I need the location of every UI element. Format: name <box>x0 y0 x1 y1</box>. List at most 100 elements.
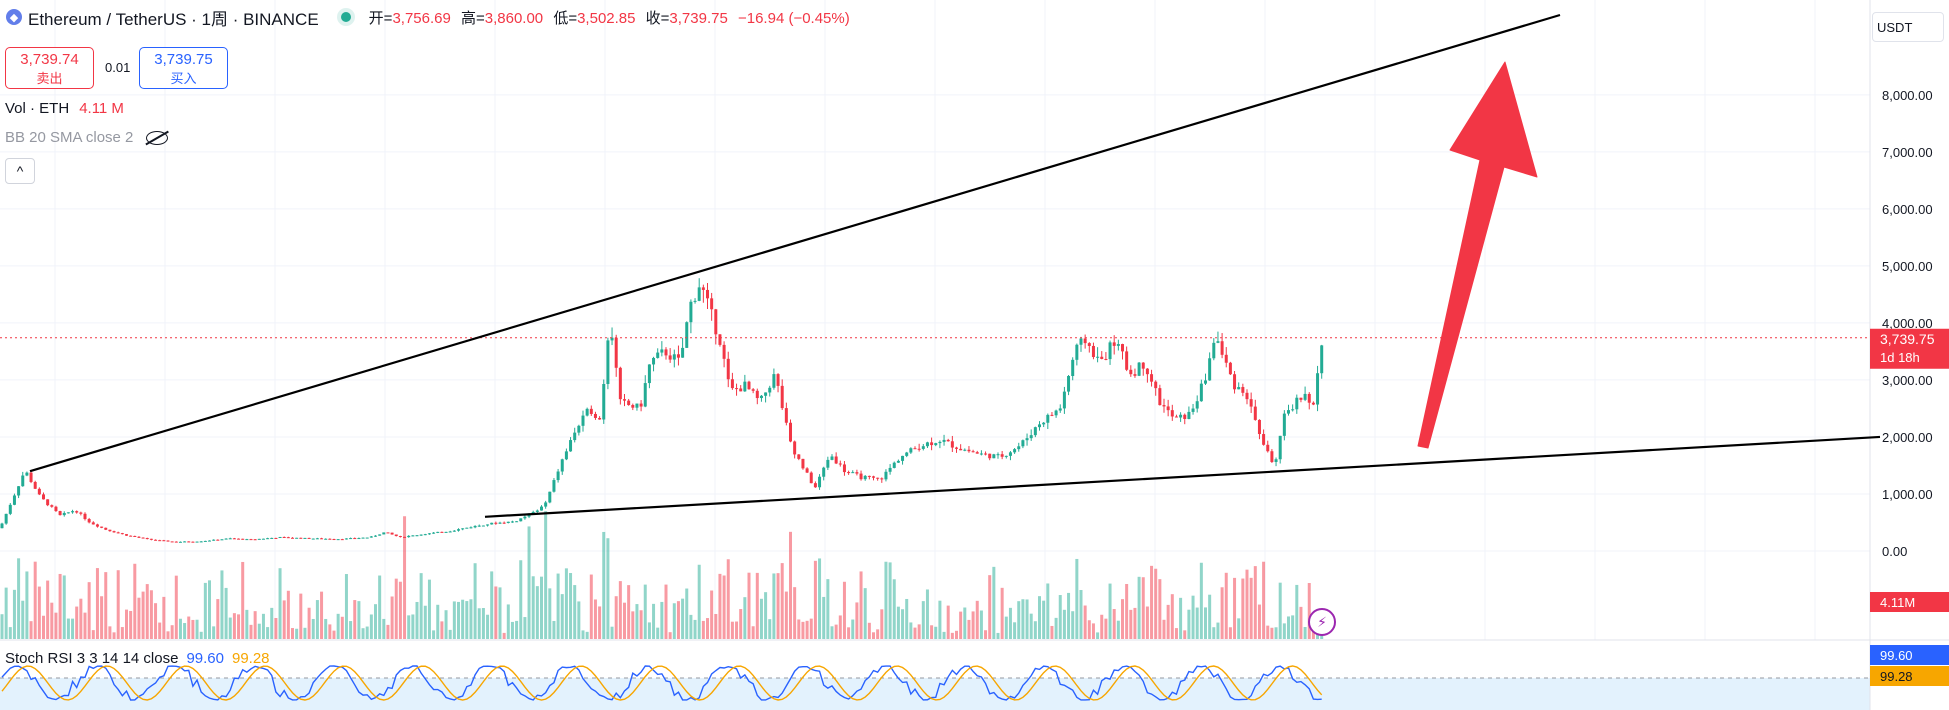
buy-price: 3,739.75 <box>154 51 213 68</box>
volume-bar <box>1038 596 1041 639</box>
volume-bar <box>357 601 361 639</box>
candle-body <box>955 447 958 449</box>
volume-bar <box>664 584 668 639</box>
candle-body <box>593 413 597 418</box>
candle-body <box>4 513 8 524</box>
candle-body <box>764 392 768 396</box>
volume-bar <box>942 631 946 639</box>
volume-bar <box>1108 583 1112 639</box>
volume-bar <box>1150 565 1154 639</box>
volume-bar <box>950 632 954 639</box>
buy-button[interactable]: 3,739.75 买入 <box>139 47 228 89</box>
volume-bar <box>1220 587 1224 639</box>
upward-arrow <box>1417 61 1538 449</box>
candle-body <box>735 388 739 390</box>
candle-body <box>282 537 286 539</box>
candle-body <box>1038 424 1041 428</box>
volume-bar <box>656 627 660 639</box>
volume-bar <box>975 600 979 639</box>
volume-bar <box>340 616 344 639</box>
volume-bar <box>1075 558 1079 639</box>
volume-bar <box>573 585 577 639</box>
volume-bar <box>71 618 75 639</box>
symbol-title[interactable]: Ethereum / TetherUS · 1周 · BINANCE <box>28 9 319 29</box>
candle-body <box>577 425 581 433</box>
bollinger-indicator-legend[interactable]: BB 20 SMA close 2 <box>5 129 168 146</box>
volume-bar <box>427 579 431 639</box>
volume-bar <box>1096 632 1100 639</box>
candle-body <box>552 480 556 492</box>
volume-bar <box>108 626 112 639</box>
volume-bar <box>299 593 303 639</box>
candle-body <box>490 522 494 525</box>
volume-bar <box>859 571 863 639</box>
candle-body <box>320 538 324 540</box>
candle-body <box>25 472 29 476</box>
candle-body <box>498 522 502 524</box>
candle-body <box>1253 406 1257 420</box>
candle-body <box>457 529 460 531</box>
volume-bar <box>851 619 855 639</box>
candle-body <box>842 464 846 473</box>
collapse-legend-button[interactable]: ^ <box>5 158 35 184</box>
candle-body <box>701 287 705 290</box>
volume-bar <box>490 571 494 639</box>
volume-bar <box>743 597 747 639</box>
volume-bar <box>830 626 834 639</box>
volume-bar <box>232 613 236 639</box>
volume-bar <box>1249 577 1253 639</box>
candle-body <box>473 525 477 528</box>
candle-body <box>876 477 880 479</box>
volume-bar <box>955 630 958 639</box>
candle-body <box>1100 356 1104 359</box>
candle-body <box>1174 416 1178 418</box>
candle-body <box>1233 374 1237 390</box>
candle-body <box>1042 422 1046 425</box>
volume-bar <box>295 628 299 639</box>
volume-bar <box>676 601 680 639</box>
volume-indicator-legend[interactable]: Vol · ETH 4.11 M <box>5 100 124 117</box>
candle-body <box>950 441 954 448</box>
candle-body <box>1170 410 1174 417</box>
candle-body <box>992 454 996 459</box>
volume-bar <box>706 618 709 639</box>
grid <box>0 0 1870 640</box>
sell-button[interactable]: 3,739.74 卖出 <box>5 47 94 89</box>
volume-bar <box>1046 583 1050 639</box>
stoch-rsi-legend[interactable]: Stoch RSI 3 3 14 14 close 99.60 99.28 <box>5 650 270 667</box>
sell-label: 卖出 <box>36 71 63 86</box>
volume-bar <box>365 626 369 639</box>
candle-body <box>710 298 714 310</box>
volume-bar <box>967 619 971 639</box>
volume-bar <box>917 624 921 639</box>
currency-selector[interactable]: USDT <box>1872 12 1944 42</box>
lightning-icon[interactable]: ⚡ <box>1308 608 1336 636</box>
candle-body <box>58 511 62 516</box>
candle-body <box>706 289 709 299</box>
volume-bar <box>1154 568 1158 639</box>
candle-body <box>212 539 216 541</box>
volume-bar <box>992 566 996 639</box>
candle-body <box>909 448 913 453</box>
candle-body <box>1191 408 1195 412</box>
volume-bar <box>1179 597 1183 639</box>
volume-bar <box>332 630 336 639</box>
volume-bar <box>946 605 950 639</box>
volume-label: 4.11M <box>1880 595 1915 610</box>
volume-bar <box>158 622 162 639</box>
candle-body <box>1241 387 1245 393</box>
candle-body <box>149 538 153 540</box>
hidden-eye-icon[interactable] <box>145 131 168 146</box>
volume-bar <box>1071 611 1075 639</box>
candle-body <box>726 358 730 380</box>
candle-body <box>988 453 992 459</box>
volume-bar <box>361 628 365 639</box>
volume-bar <box>125 609 128 639</box>
candle-body <box>506 521 510 523</box>
candle-body <box>789 422 792 442</box>
candle-body <box>822 467 826 477</box>
volume-bar <box>1307 583 1311 639</box>
candle-body <box>286 537 290 539</box>
candle-body <box>913 448 917 450</box>
